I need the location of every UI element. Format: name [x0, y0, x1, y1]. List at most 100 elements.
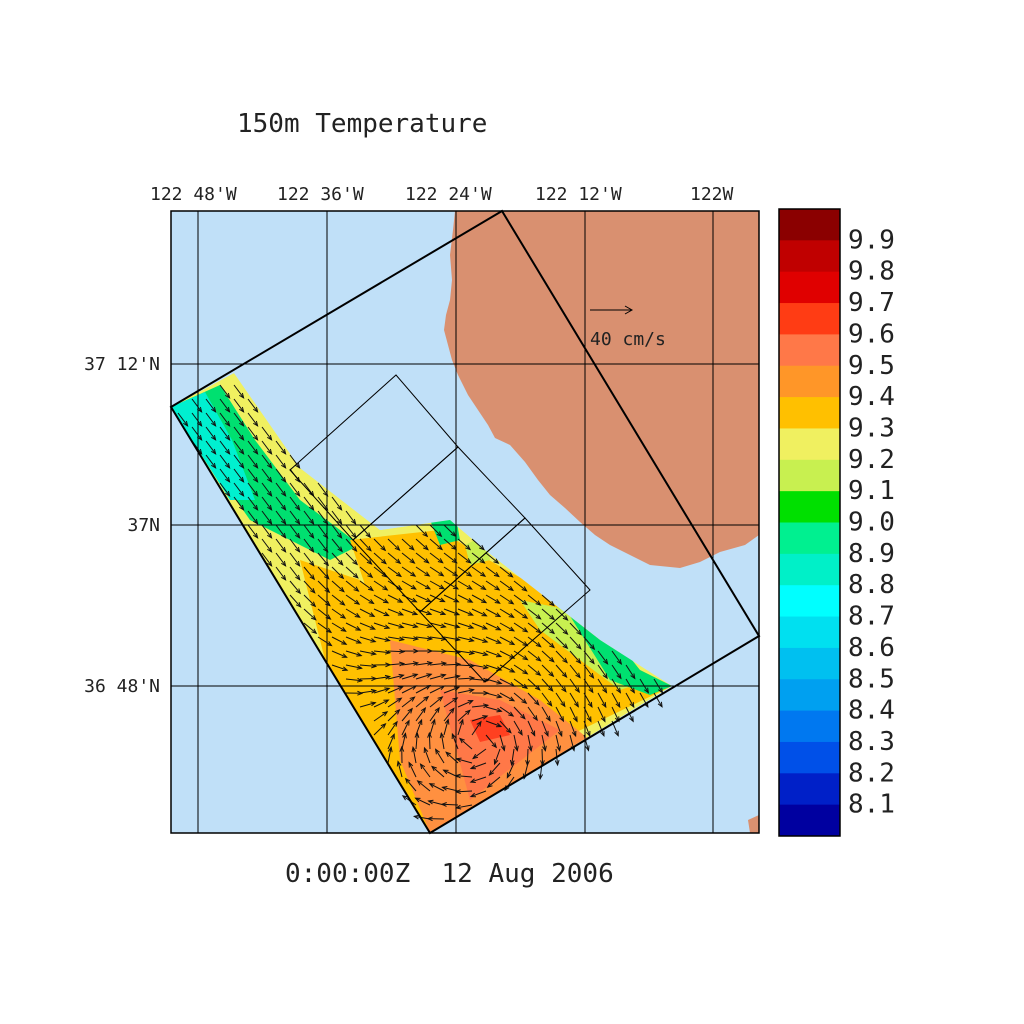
current-vector-head	[384, 624, 391, 629]
current-vector-head	[493, 558, 500, 564]
current-vector-head	[509, 654, 516, 659]
current-vector-head	[493, 571, 500, 578]
current-vector	[429, 685, 445, 694]
current-vector-head	[324, 587, 331, 594]
current-vector	[457, 719, 464, 736]
current-vector-head	[496, 707, 503, 713]
current-vector-head	[356, 677, 364, 683]
current-vector-head	[267, 560, 273, 567]
current-vector	[555, 678, 567, 692]
current-vector	[247, 524, 259, 539]
current-vector-head	[424, 571, 431, 577]
current-vector	[317, 482, 329, 497]
current-vector	[499, 692, 515, 702]
current-vector-head	[394, 708, 401, 715]
current-vector-head	[281, 574, 287, 581]
current-vector	[441, 803, 459, 806]
current-vector-head	[253, 434, 259, 441]
current-vector-head	[549, 600, 555, 607]
current-vector-head	[408, 761, 414, 768]
current-vector-head	[509, 667, 516, 673]
scale-arrow: 40 cm/s	[590, 305, 666, 350]
current-vector	[455, 790, 473, 793]
current-vector-head	[506, 772, 512, 779]
current-vector	[429, 580, 445, 590]
current-vector	[261, 510, 273, 525]
current-vector-head	[538, 773, 544, 781]
current-vector-head	[481, 598, 488, 604]
current-vector-head	[397, 611, 405, 616]
current-vector-head	[615, 701, 621, 709]
current-vector	[527, 664, 541, 676]
current-vector	[443, 719, 449, 736]
current-vector-head	[522, 641, 529, 647]
current-vector-head	[337, 546, 343, 553]
current-vector-head	[419, 763, 426, 770]
current-vector-head	[395, 571, 402, 578]
current-vector	[219, 468, 231, 483]
current-vector	[499, 678, 515, 687]
current-vector	[317, 510, 329, 525]
current-vector	[233, 412, 245, 427]
timestamp: 0:00:00Z 12 Aug 2006	[285, 859, 614, 889]
current-vector-head	[411, 746, 417, 753]
current-vector	[527, 636, 542, 648]
current-vector-head	[482, 715, 489, 720]
current-vector-head	[449, 707, 455, 714]
current-vector-head	[281, 546, 287, 553]
current-vector	[555, 706, 564, 722]
current-vector	[470, 790, 487, 798]
current-vector-head	[384, 674, 392, 680]
current-vector	[457, 664, 475, 667]
current-vector	[417, 780, 431, 792]
current-vector	[261, 482, 273, 497]
current-vector	[401, 608, 418, 615]
current-vector	[499, 566, 513, 578]
current-vector-head	[600, 716, 606, 723]
current-vector	[527, 608, 541, 620]
current-vector	[401, 696, 415, 708]
current-vector-head	[357, 690, 364, 696]
current-vector	[583, 720, 591, 737]
current-vector	[205, 440, 217, 455]
current-vector	[219, 482, 231, 497]
current-vector	[513, 608, 528, 619]
current-vector-head	[557, 730, 563, 738]
current-vector-head	[517, 729, 523, 736]
current-vector-head	[441, 785, 448, 791]
current-vector-head	[337, 518, 343, 525]
current-vector	[457, 608, 473, 616]
current-vector-head	[549, 642, 555, 649]
current-vector-head	[295, 462, 301, 469]
current-vector	[485, 692, 502, 698]
current-vector	[289, 496, 301, 511]
current-vector	[443, 686, 460, 694]
current-vector	[471, 715, 488, 722]
current-vector	[429, 707, 440, 722]
current-vector	[317, 636, 332, 646]
current-vector	[331, 608, 346, 619]
lat-label-1: 37 12'N	[84, 354, 160, 375]
current-vector	[331, 496, 343, 511]
current-vector-head	[382, 598, 390, 604]
current-vector-head	[409, 558, 416, 564]
current-vector-head	[455, 757, 462, 763]
current-vector-head	[353, 586, 360, 592]
current-vector	[317, 496, 329, 511]
current-vector-head	[482, 638, 489, 643]
current-vector-head	[281, 448, 287, 455]
current-vector	[387, 622, 404, 628]
current-vector	[471, 636, 488, 643]
current-vector-head	[383, 611, 390, 617]
current-vector	[541, 664, 554, 677]
current-vector-head	[239, 448, 245, 455]
current-vector-head	[281, 518, 287, 525]
latitude-labels: 37 12'N 37N 36 48'N	[84, 354, 160, 697]
current-vector-head	[239, 420, 245, 427]
current-vector	[401, 673, 418, 680]
current-vector	[499, 650, 515, 659]
current-vector-head	[211, 406, 217, 413]
current-vectors	[177, 384, 664, 822]
current-vector	[443, 552, 458, 564]
current-vector	[359, 594, 374, 604]
